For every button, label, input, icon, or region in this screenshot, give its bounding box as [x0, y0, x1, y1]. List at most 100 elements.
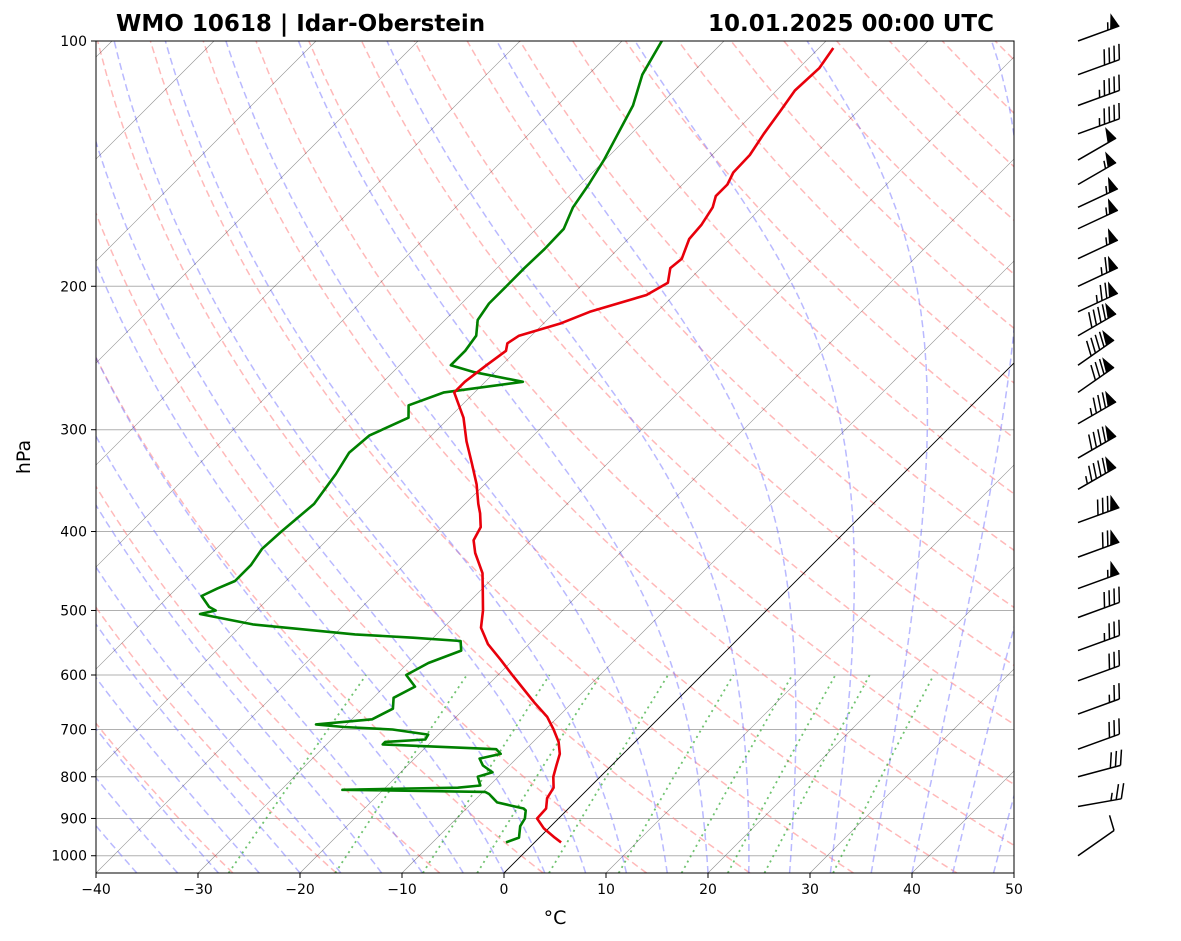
dry-adiabat — [255, 41, 1014, 847]
x-tick-label: 0 — [500, 882, 509, 898]
wind-barb — [1077, 13, 1120, 42]
moist-adiabat — [496, 41, 797, 873]
wind-barb — [1077, 586, 1121, 619]
barb-shaft — [1077, 25, 1120, 42]
dry-adiabat — [519, 41, 1014, 552]
dry-adiabat — [1048, 41, 1181, 873]
axis-ticks: −40 −30 −20 −10 0 10 20 30 40 50 1000 900 800 700 600 5… — [51, 34, 1023, 898]
isotherm — [96, 41, 521, 466]
dry-adiabat — [96, 356, 544, 873]
y-tick-label: 1000 — [51, 849, 87, 865]
barb-shaft — [1077, 188, 1119, 208]
dry-adiabat — [572, 41, 1014, 495]
x-tick-label: −10 — [387, 882, 417, 898]
dry-adiabat — [677, 41, 1014, 384]
barb-half-feather — [1089, 407, 1093, 416]
barb-pennant — [1107, 281, 1118, 298]
moist-adiabat — [225, 41, 668, 873]
barb-feather — [1087, 312, 1093, 328]
barb-pennant — [1102, 329, 1115, 346]
wind-barb — [1077, 390, 1117, 425]
dry-adiabat — [149, 41, 854, 873]
temperature-profile — [452, 47, 835, 844]
mixing-ratio-line — [476, 674, 602, 873]
dry-adiabats — [96, 41, 1181, 873]
wind-barb — [1077, 683, 1121, 715]
barb-pennant — [1105, 390, 1117, 407]
mixing-ratio-line — [227, 674, 367, 873]
barb-shaft — [1077, 58, 1120, 76]
moist-adiabat — [113, 41, 587, 873]
barb-feather — [1098, 331, 1105, 348]
barb-feather — [1092, 309, 1098, 326]
moist-adiabat — [96, 503, 383, 873]
barb-feather — [1099, 284, 1103, 301]
barb-feather — [1109, 752, 1113, 769]
moist-adiabat — [911, 41, 1014, 873]
barb-feather — [1108, 815, 1115, 831]
barb-half-feather — [1105, 207, 1108, 216]
time-title: 10.01.2025 00:00 UTC — [708, 11, 994, 37]
wind-barb — [1077, 302, 1117, 337]
barb-pennant — [1107, 198, 1118, 215]
moist-adiabat — [96, 434, 424, 873]
barb-shaft — [1077, 764, 1121, 778]
wind-barb — [1077, 127, 1117, 161]
wind-barb — [1077, 494, 1120, 524]
isotherm — [96, 41, 623, 568]
wind-barb — [1077, 560, 1120, 590]
barb-feather — [1087, 465, 1093, 482]
y-tick-label: 400 — [60, 525, 87, 541]
barb-shaft — [1077, 541, 1120, 558]
isotherms — [0, 41, 1014, 873]
wind-barb — [1077, 783, 1125, 808]
mixing-ratio-line — [422, 674, 551, 873]
moist-adiabat — [96, 355, 464, 873]
barb-feather — [1092, 463, 1098, 479]
barb-feather — [1114, 750, 1118, 767]
barb-feather — [1090, 364, 1097, 381]
moist-adiabats — [96, 41, 1014, 873]
barb-feather — [1097, 306, 1102, 323]
wind-barb — [1077, 329, 1115, 366]
x-tick-label: 10 — [597, 882, 615, 898]
dry-adiabat — [941, 41, 1014, 115]
plot-frame — [95, 40, 1015, 874]
barb-feather — [1092, 397, 1098, 414]
barb-pennant — [1110, 529, 1120, 546]
wind-barb — [1077, 529, 1120, 558]
barb-pennant — [1107, 255, 1118, 272]
barb-pennant — [1110, 560, 1120, 577]
wind-barb — [1077, 749, 1123, 778]
barb-shaft — [1077, 698, 1120, 715]
isotherm — [809, 668, 1014, 873]
wind-barb — [1077, 815, 1115, 857]
y-tick-label: 500 — [60, 603, 87, 619]
isotherm — [0, 41, 10, 873]
moist-adiabat — [386, 41, 750, 873]
wind-barb — [1077, 255, 1119, 287]
y-tick-label: 800 — [60, 770, 87, 786]
barb-feather — [1098, 358, 1105, 375]
barb-feather — [1097, 460, 1102, 477]
barb-feather — [1101, 392, 1107, 409]
isotherm — [1013, 872, 1014, 873]
barb-shaft — [1077, 89, 1120, 107]
barb-half-feather — [1095, 294, 1099, 303]
barb-shaft — [1077, 733, 1120, 750]
dry-adiabat — [96, 41, 751, 873]
barb-shaft — [1077, 209, 1119, 230]
mixing-ratio-line — [832, 674, 935, 873]
x-tick-label: −20 — [285, 882, 315, 898]
barb-pennant — [1110, 13, 1120, 30]
isotherm — [96, 41, 929, 873]
barb-feather — [1094, 334, 1101, 351]
dry-adiabat — [308, 41, 1014, 786]
dry-adiabat — [783, 41, 1014, 276]
moist-adiabat — [96, 727, 219, 873]
station-title: WMO 10618 | Idar-Oberstein — [116, 11, 485, 37]
wind-barb — [1077, 198, 1119, 230]
barb-feather — [1101, 457, 1107, 474]
isotherm — [401, 260, 1014, 873]
mixing-ratio-line — [763, 674, 871, 873]
